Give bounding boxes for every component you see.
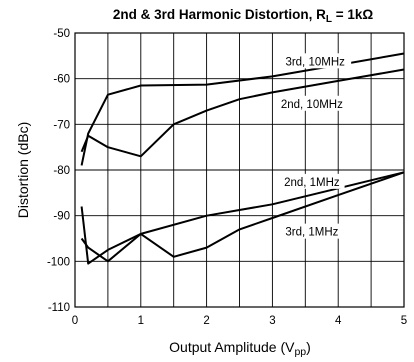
x-tick-label: 4 xyxy=(335,315,342,327)
y-tick-label: -60 xyxy=(53,74,70,86)
grid xyxy=(74,32,405,308)
x-tick-label: 1 xyxy=(138,315,144,327)
series-line-2nd-1mhz xyxy=(80,171,405,265)
annotation-group: 3rd, 10MHz 2nd, 10MHz 2nd, 1MHz 3rd, 1MHz xyxy=(275,53,352,239)
series-group xyxy=(80,52,405,265)
annotation-bg xyxy=(279,173,345,189)
y-tick-label: -90 xyxy=(53,211,70,223)
y-axis-label: Distortion (dBc) xyxy=(15,122,31,218)
y-tick-label: -80 xyxy=(53,165,70,177)
chart-title: 2nd & 3rd Harmonic Distortion, RL = 1kΩ xyxy=(113,7,374,25)
annotation-label: 2nd, 1MHz xyxy=(284,177,340,189)
y-tick-label: -50 xyxy=(53,28,70,40)
plot-frame xyxy=(74,32,405,308)
series-line-3rd-1mhz xyxy=(80,171,405,263)
x-tick-label: 5 xyxy=(401,315,407,327)
y-tick-label: -110 xyxy=(48,302,70,314)
series-line-2nd-10mhz xyxy=(80,68,405,158)
annotation-label: 3rd, 10MHz xyxy=(285,56,345,68)
y-tick-label: -70 xyxy=(53,119,70,131)
y-tick-labels: -50 -60 -70 -80 -90 -100 -110 xyxy=(47,28,70,314)
y-tick-label: -100 xyxy=(47,256,70,268)
annotation-bg xyxy=(275,95,348,111)
annotation-bg xyxy=(279,223,345,239)
x-tick-label: 3 xyxy=(269,315,275,327)
annotation-bg xyxy=(279,53,352,69)
x-tick-labels: 0 1 2 3 4 5 xyxy=(72,315,407,327)
x-axis-label: Output Amplitude (Vpp) xyxy=(169,339,311,358)
series-line-3rd-10mhz xyxy=(80,52,405,166)
x-tick-label: 0 xyxy=(72,315,78,327)
annotation-label: 2nd, 10MHz xyxy=(281,99,343,111)
x-tick-label: 2 xyxy=(203,315,209,327)
annotation-label: 3rd, 1MHz xyxy=(285,227,338,239)
